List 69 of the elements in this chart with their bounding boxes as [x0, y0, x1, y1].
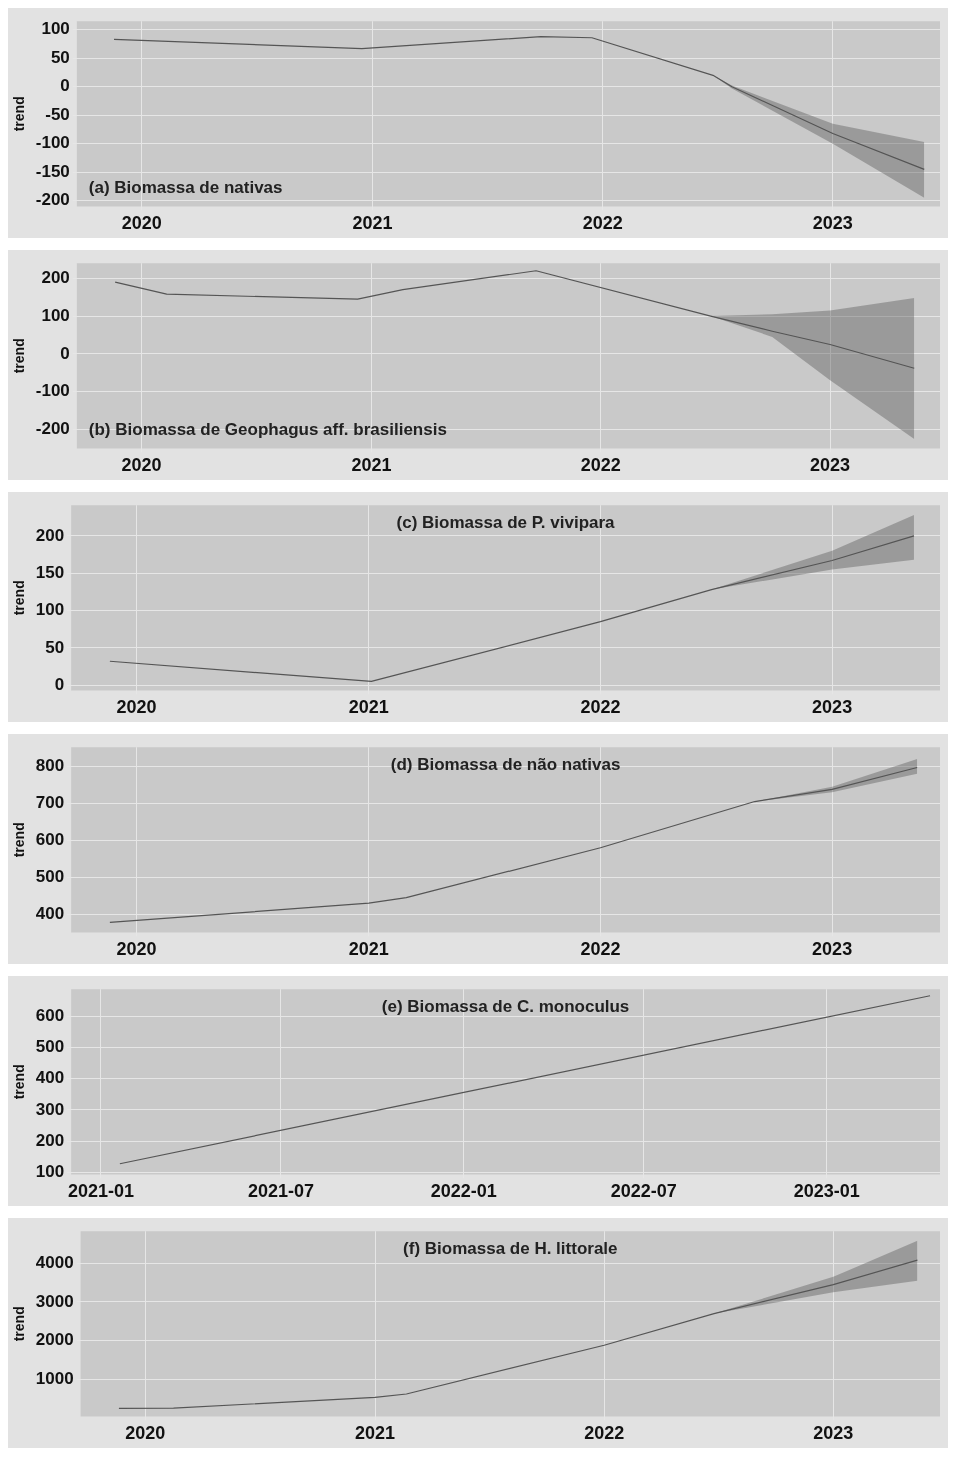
- x-tick-label: 2023: [812, 939, 853, 960]
- y-tick-label: 500: [35, 867, 65, 887]
- x-tick-label: 2021: [355, 1423, 396, 1444]
- y-tick-label: 50: [50, 47, 70, 67]
- x-tick-label: 2021: [351, 455, 392, 476]
- y-tick-label: 300: [35, 1099, 65, 1119]
- x-tick-label: 2022-07: [610, 1181, 677, 1202]
- x-tick-label: 2021: [348, 697, 389, 718]
- text: (e) Biomassa de C. monoculus: [381, 997, 630, 1017]
- x-tick-label: 2022-01: [430, 1181, 497, 1202]
- y-axis-title: trend: [11, 96, 28, 132]
- y-tick-label: 200: [35, 1130, 65, 1150]
- y-tick-label: 800: [35, 756, 65, 776]
- y-tick-label: 4000: [35, 1252, 74, 1272]
- x-tick-label: 2022: [582, 213, 623, 234]
- y-tick-label: 2000: [35, 1330, 74, 1350]
- y-tick-label: 100: [41, 305, 70, 325]
- y-tick-label: -200: [35, 419, 70, 439]
- y-tick-label: 150: [35, 562, 65, 582]
- y-tick-label: 400: [35, 1068, 65, 1088]
- y-tick-label: 0: [60, 76, 70, 96]
- text: (f) Biomassa de H. littorale: [403, 1239, 618, 1259]
- y-tick-label: 500: [35, 1037, 65, 1057]
- y-tick-label: -100: [35, 133, 70, 153]
- x-tick-label: 2023: [810, 455, 851, 476]
- y-tick-label: 200: [41, 268, 70, 288]
- x-tick-label: 2023-01: [793, 1181, 860, 1202]
- y-tick-label: 100: [35, 1162, 65, 1182]
- y-tick-label: 400: [35, 903, 65, 923]
- x-tick-label: 2023: [813, 1423, 854, 1444]
- y-tick-label: -200: [35, 190, 70, 210]
- y-tick-label: -50: [45, 104, 70, 124]
- x-tick-label: 2020: [121, 213, 162, 234]
- y-tick-label: 3000: [35, 1291, 74, 1311]
- text: (d) Biomassa de não nativas: [390, 755, 621, 775]
- x-tick-label: 2020: [116, 697, 157, 718]
- x-tick-label: 2022: [584, 1423, 625, 1444]
- y-tick-label: 600: [35, 830, 65, 850]
- x-tick-label: 2020: [121, 455, 162, 476]
- text: (a) Biomassa de nativas: [88, 177, 283, 197]
- y-tick-label: -150: [35, 161, 70, 181]
- x-tick-label: 2021: [348, 939, 389, 960]
- y-tick-label: 700: [35, 793, 65, 813]
- y-axis-title: trend: [11, 1306, 28, 1342]
- x-tick-label: 2021: [352, 213, 393, 234]
- x-tick-label: 2020: [125, 1423, 166, 1444]
- x-tick-label: 2021-01: [67, 1181, 135, 1202]
- y-tick-label: 0: [60, 343, 70, 363]
- x-tick-label: 2022: [580, 939, 621, 960]
- y-axis-title: trend: [11, 822, 28, 858]
- y-tick-label: 100: [41, 19, 70, 39]
- y-tick-label: 50: [45, 637, 65, 657]
- x-tick-label: 2023: [812, 697, 853, 718]
- y-axis-title: trend: [11, 338, 28, 374]
- y-axis-title: trend: [11, 1064, 28, 1100]
- y-tick-label: 1000: [35, 1368, 74, 1388]
- text: (c) Biomassa de P. vivipara: [396, 513, 616, 533]
- y-tick-label: 0: [54, 674, 65, 694]
- x-tick-label: 2023: [812, 213, 853, 234]
- y-tick-label: 600: [35, 1005, 65, 1025]
- x-tick-label: 2021-07: [247, 1181, 314, 1202]
- x-tick-label: 2020: [116, 939, 157, 960]
- y-axis-title: trend: [11, 580, 28, 616]
- y-tick-label: 200: [35, 525, 65, 545]
- x-tick-label: 2022: [580, 697, 621, 718]
- y-tick-label: 100: [35, 600, 65, 620]
- x-tick-label: 2022: [580, 455, 621, 476]
- text: (b) Biomassa de Geophagus aff. brasiliensis: [88, 419, 447, 439]
- y-tick-label: -100: [35, 381, 70, 401]
